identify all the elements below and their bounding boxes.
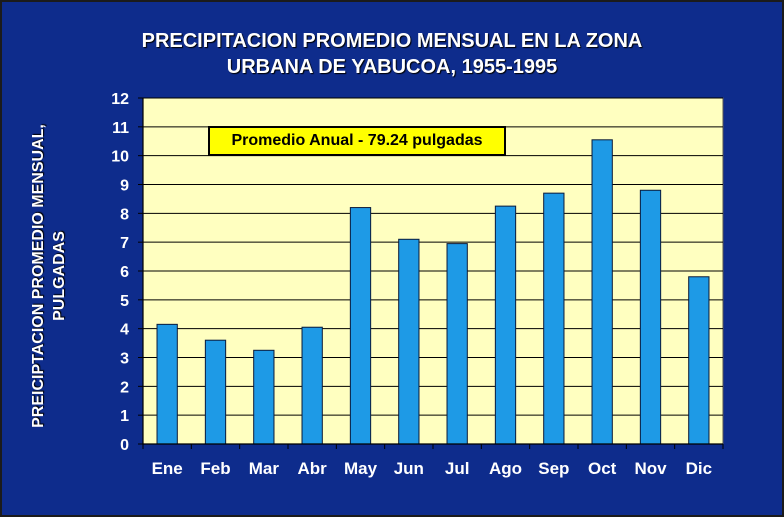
bar-oct xyxy=(591,139,613,445)
y-tick-label: 12 xyxy=(111,91,129,108)
x-tick-label-abr: Abr xyxy=(298,459,328,478)
x-tick-label-ago: Ago xyxy=(489,459,522,478)
chart-title-line-1: PRECIPITACION PROMEDIO MENSUAL EN LA ZON… xyxy=(141,30,643,52)
y-tick-label: 11 xyxy=(112,120,129,137)
y-tick-label: 9 xyxy=(120,178,129,195)
bar-ene xyxy=(156,323,178,445)
x-tick-label-dic: Dic xyxy=(686,459,712,478)
bar-abr xyxy=(301,326,323,445)
x-tick-label-sep: Sep xyxy=(538,459,569,478)
y-tick-label: 0 xyxy=(120,437,129,454)
y-tick-label: 5 xyxy=(120,293,129,310)
y-tick-label: 3 xyxy=(120,351,129,368)
x-tick-label-oct: Oct xyxy=(588,459,617,478)
x-tick-labels: Ene Feb Mar Abr May Jun Jul Ago Sep Oct Nov Dic xyxy=(152,459,712,478)
bar-ago xyxy=(494,205,517,445)
y-tick-label: 1 xyxy=(120,408,129,425)
gridlines xyxy=(143,97,723,416)
x-tick-label-may: May xyxy=(344,459,378,478)
y-tick-label: 2 xyxy=(120,379,129,396)
bar-may xyxy=(349,207,372,445)
y-tick-label: 4 xyxy=(120,322,129,339)
bar-sep xyxy=(543,192,565,445)
x-tick-label-jul: Jul xyxy=(445,459,470,478)
y-tick-label: 6 xyxy=(120,264,129,281)
chart-title: PRECIPITACION PROMEDIO MENSUAL EN LA ZON… xyxy=(0,28,784,80)
y-tick-label: 7 xyxy=(120,235,129,252)
bar-nov xyxy=(639,189,662,445)
x-tick-label-ene: Ene xyxy=(152,459,183,478)
axes xyxy=(138,97,724,449)
bar-dic xyxy=(688,276,710,445)
bar-feb xyxy=(204,339,227,445)
y-tick-label: 8 xyxy=(120,206,129,223)
annual-average-annotation: Promedio Anual - 79.24 pulgadas xyxy=(208,126,506,156)
x-tick-label-mar: Mar xyxy=(249,459,280,478)
x-tick-label-nov: Nov xyxy=(634,459,667,478)
x-tick-label-feb: Feb xyxy=(200,459,230,478)
bar-mar xyxy=(253,349,275,445)
bar-jul xyxy=(446,243,468,445)
bar-jun xyxy=(398,238,420,445)
chart-title-line-2: URBANA DE YABUCOA, 1955-1995 xyxy=(226,56,558,78)
x-tick-label-jun: Jun xyxy=(394,459,424,478)
y-tick-label: 10 xyxy=(111,149,129,166)
